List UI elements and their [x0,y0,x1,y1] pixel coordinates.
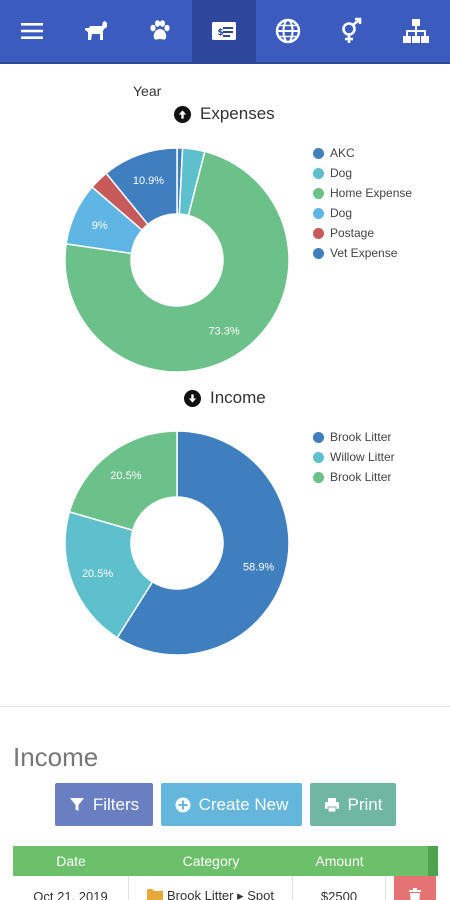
legend-swatch [313,471,324,483]
nav-pedigree[interactable] [384,0,448,62]
create-new-button[interactable]: Create New [161,783,302,826]
legend-swatch [313,431,324,443]
column-header-date[interactable]: Date [56,853,86,869]
legend-swatch [313,247,324,259]
globe-icon [275,18,301,44]
legend-label: Brook Litter [330,470,392,484]
data-label-1: 20.5% [82,568,113,580]
legend-item[interactable]: Postage [313,223,412,243]
legend-label: Dog [330,166,353,180]
slice-2[interactable] [64,150,290,373]
data-label-2: 20.5% [110,470,141,482]
plus-circle-icon [175,797,191,812]
nav-dogs[interactable] [64,0,128,62]
print-button[interactable]: Print [310,783,396,826]
legend-swatch [313,207,324,219]
arrow-up-circle-icon [174,105,191,123]
period-filter-label[interactable]: Year [133,83,162,99]
legend-item[interactable]: Dog [313,163,412,183]
income-donut-chart: 58.9% 20.5% 20.5% [64,430,290,656]
legend-swatch [313,167,324,179]
slice-0[interactable] [116,430,290,656]
legend-item[interactable]: Brook Litter [313,427,395,447]
column-header-actions [386,846,428,876]
legend-label: Brook Litter [330,430,392,444]
legend-label: Dog [330,206,353,220]
table-row[interactable]: Oct 21, 2019 Brook Litter ▸ Spot $2500 [13,876,438,900]
section-title: Income [13,742,99,772]
nav-gender[interactable] [320,0,384,62]
expenses-donut-chart: 73.3% 9% 10.9% [64,147,290,373]
slice-2[interactable] [68,430,178,532]
data-label-2: 73.3% [209,326,240,338]
gender-icon [342,17,362,43]
nav-finance[interactable]: $ [192,0,256,62]
create-new-button-label: Create New [198,794,289,814]
filters-button[interactable]: Filters [55,783,153,826]
legend-swatch [313,187,324,199]
legend-label: Postage [330,226,375,240]
menu-icon [21,23,43,39]
section-divider [0,706,450,707]
legend-swatch [313,451,324,463]
legend-item[interactable]: AKC [313,143,412,163]
folder-icon [147,888,164,900]
trash-icon [409,888,421,900]
cell-actions [386,876,438,900]
filter-icon [69,797,84,811]
sitemap-icon [403,19,429,43]
finance-icon: $ [212,22,236,40]
cell-category: Brook Litter ▸ Spot [129,876,293,900]
nav-paw[interactable] [128,0,192,62]
income-legend: Brook Litter Willow Litter Brook Litter [313,427,395,487]
delete-button[interactable] [394,876,436,900]
printer-icon [324,797,339,812]
nav-menu[interactable] [0,0,64,62]
filters-button-label: Filters [92,794,140,814]
expenses-title-text: Expenses [200,104,275,123]
data-label-5: 10.9% [133,175,164,187]
expenses-legend: AKC Dog Home Expense Dog Postage Vet Expense [313,143,412,263]
legend-label: Vet Expense [330,246,398,260]
table-header: Date Category Amount [13,846,438,876]
top-nav-bar: $ [0,0,450,64]
legend-label: Home Expense [330,186,413,200]
cell-date: Oct 21, 2019 [13,876,129,900]
arrow-down-circle-icon [184,389,201,407]
legend-item[interactable]: Vet Expense [313,243,412,263]
column-header-category[interactable]: Category [182,853,240,869]
column-header-amount[interactable]: Amount [315,853,364,869]
slice-1[interactable] [64,510,154,639]
svg-text:$: $ [218,28,224,38]
print-button-label: Print [347,794,383,814]
legend-item[interactable]: Dog [313,203,412,223]
paw-icon [150,20,170,40]
legend-label: AKC [330,146,355,160]
legend-swatch [313,227,324,239]
legend-item[interactable]: Brook Litter [313,467,395,487]
category-text: Brook Litter ▸ Spot [167,888,274,900]
nav-globe[interactable] [256,0,320,62]
income-table: Date Category Amount Oct 21, 2019 Brook … [13,846,438,900]
data-label-3: 9% [92,220,108,232]
dog-icon [85,21,107,40]
legend-item[interactable]: Willow Litter [313,447,395,467]
cell-amount: $2500 [293,876,386,900]
income-chart-title[interactable]: Income [184,388,266,408]
legend-item[interactable]: Home Expense [313,183,412,203]
income-title-text: Income [210,388,266,407]
slice-5[interactable] [105,147,178,226]
legend-swatch [313,147,324,159]
expenses-chart-title[interactable]: Expenses [174,104,275,124]
legend-label: Willow Litter [330,450,395,464]
data-label-0: 58.9% [243,562,274,574]
